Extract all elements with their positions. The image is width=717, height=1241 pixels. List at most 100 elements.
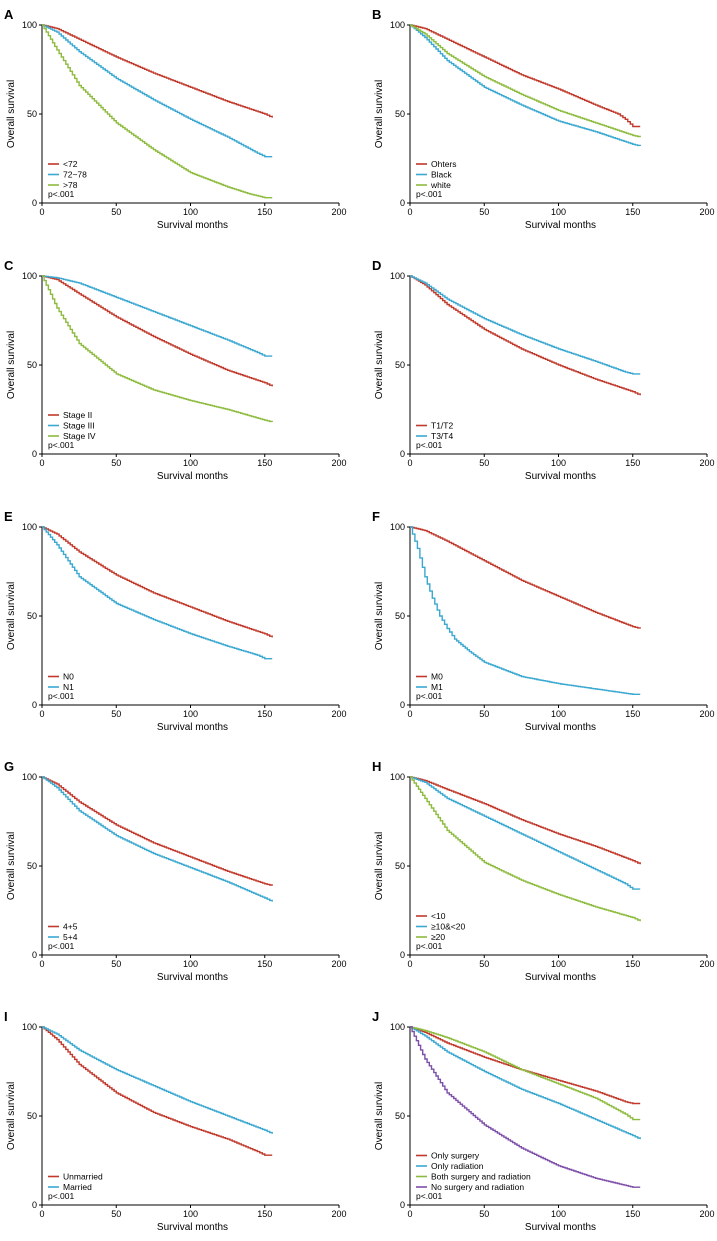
x-tick-label: 150 [257, 959, 272, 969]
legend-label: 4+5 [63, 922, 78, 932]
x-tick-label: 150 [625, 207, 640, 217]
legend-label: Stage III [63, 421, 95, 431]
y-axis-label: Overall survival [6, 80, 17, 148]
x-tick-label: 50 [111, 959, 121, 969]
curve-f-2 [410, 526, 641, 695]
x-tick-label: 50 [111, 709, 121, 719]
y-tick-label: 0 [400, 198, 405, 208]
x-tick-label: 100 [183, 709, 198, 719]
legend-label: Stage IV [63, 431, 96, 441]
y-axis-label: Overall survival [374, 832, 385, 900]
curve-j-1 [410, 1026, 641, 1105]
y-tick-label: 100 [390, 772, 405, 782]
y-tick-label: 50 [395, 1111, 405, 1121]
curve-c-3 [42, 275, 273, 423]
x-tick-label: 200 [699, 207, 714, 217]
y-tick-label: 0 [32, 700, 37, 710]
x-tick-label: 100 [551, 458, 566, 468]
x-axis-label: Survival months [525, 220, 596, 231]
y-axis-label: Overall survival [374, 80, 385, 148]
y-tick-label: 50 [395, 360, 405, 370]
curve-d-1 [410, 275, 641, 396]
y-tick-label: 50 [27, 861, 37, 871]
panel-e: E 0 50 100 150 200 0 50 100 Survival months Overal… [4, 509, 347, 733]
x-tick-label: 0 [39, 458, 44, 468]
panel-c: C 0 50 100 150 200 0 50 100 Survival months Overal… [4, 258, 347, 482]
p-value-label: p<.001 [416, 941, 443, 951]
legend-label: ≥20 [431, 932, 445, 942]
y-axis-label: Overall survival [6, 832, 17, 900]
x-tick-label: 50 [111, 207, 121, 217]
x-tick-label: 50 [479, 207, 489, 217]
x-axis-label: Survival months [157, 471, 228, 482]
x-axis-label: Survival months [157, 220, 228, 231]
x-tick-label: 200 [699, 959, 714, 969]
panel-h: H 0 50 100 150 200 0 50 100 Survival months Overal… [372, 759, 715, 983]
y-tick-label: 100 [390, 20, 405, 30]
y-tick-label: 0 [400, 1200, 405, 1210]
x-tick-label: 50 [111, 458, 121, 468]
p-value-label: p<.001 [48, 189, 75, 199]
p-value-label: p<.001 [416, 440, 443, 450]
x-tick-label: 200 [699, 709, 714, 719]
x-tick-label: 150 [257, 1209, 272, 1219]
p-value-label: p<.001 [48, 440, 75, 450]
x-tick-label: 150 [625, 709, 640, 719]
curve-g-1 [42, 776, 273, 886]
curve-a-3 [42, 24, 273, 199]
x-tick-label: 0 [39, 959, 44, 969]
y-axis-label: Overall survival [374, 1082, 385, 1150]
panel-d: D 0 50 100 150 200 0 50 100 Survival months Overal… [372, 258, 715, 482]
x-tick-label: 150 [625, 1209, 640, 1219]
x-axis-label: Survival months [525, 972, 596, 983]
x-tick-label: 200 [699, 1209, 714, 1219]
x-axis-label: Survival months [157, 722, 228, 733]
panel-letter-d: D [372, 258, 381, 273]
p-value-label: p<.001 [48, 691, 75, 701]
panel-f: F 0 50 100 150 200 0 50 100 Survival months Overal… [372, 509, 715, 733]
x-tick-label: 150 [257, 709, 272, 719]
curve-e-2 [42, 526, 273, 660]
y-tick-label: 0 [400, 700, 405, 710]
x-axis-label: Survival months [525, 471, 596, 482]
x-tick-label: 200 [331, 959, 346, 969]
y-axis-label: Overall survival [374, 331, 385, 399]
legend-label: Both surgery and radiation [431, 1172, 531, 1182]
y-tick-label: 0 [32, 449, 37, 459]
x-tick-label: 0 [407, 959, 412, 969]
legend-label: Ohters [431, 159, 457, 169]
x-tick-label: 50 [479, 709, 489, 719]
curve-b-2 [410, 24, 641, 147]
x-tick-label: 150 [625, 458, 640, 468]
legend-label: Black [431, 170, 453, 180]
x-tick-label: 0 [39, 709, 44, 719]
legend-label: <10 [431, 911, 446, 921]
p-value-label: p<.001 [48, 941, 75, 951]
curve-h-3 [410, 776, 641, 922]
curve-b-3 [410, 24, 641, 138]
y-axis-label: Overall survival [374, 582, 385, 650]
y-axis-label: Overall survival [6, 331, 17, 399]
x-tick-label: 200 [331, 458, 346, 468]
legend-label: Married [63, 1182, 92, 1192]
legend-label: No surgery and radiation [431, 1182, 524, 1192]
legend-label: <72 [63, 159, 78, 169]
panel-a: A 0 50 100 150 200 0 50 100 Survival months Overal… [4, 7, 347, 231]
curve-d-2 [410, 275, 641, 375]
y-tick-label: 100 [22, 271, 37, 281]
legend-label: Only surgery [431, 1151, 480, 1161]
curve-g-2 [42, 776, 273, 902]
x-tick-label: 0 [39, 1209, 44, 1219]
legend-label: >78 [63, 180, 78, 190]
x-tick-label: 200 [699, 458, 714, 468]
y-tick-label: 0 [400, 950, 405, 960]
x-tick-label: 100 [551, 709, 566, 719]
y-tick-label: 100 [22, 1022, 37, 1032]
x-tick-label: 100 [551, 959, 566, 969]
y-tick-label: 0 [32, 1200, 37, 1210]
y-tick-label: 100 [390, 522, 405, 532]
y-tick-label: 50 [395, 861, 405, 871]
curve-j-3 [410, 1026, 641, 1121]
p-value-label: p<.001 [416, 691, 443, 701]
